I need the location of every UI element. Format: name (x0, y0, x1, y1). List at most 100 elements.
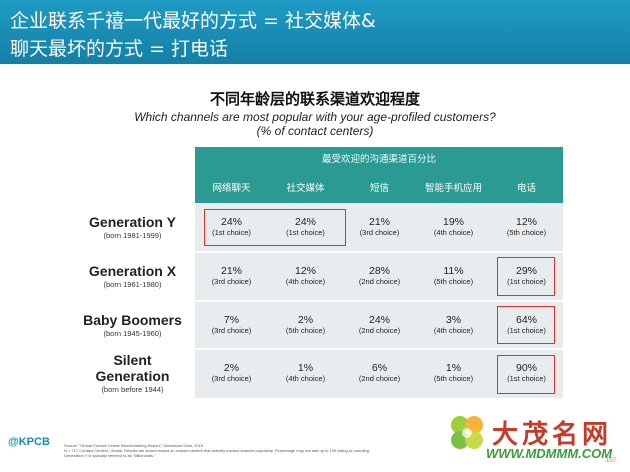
table-cell: 1% (4th choice) (269, 362, 342, 384)
cell-percent: 2% (297, 314, 314, 326)
table-header-band (195, 147, 563, 203)
cell-rank: (3rd choice) (359, 228, 400, 237)
table-cell: 28% (2nd choice) (343, 265, 416, 287)
cell-percent: 7% (223, 314, 240, 326)
cell-rank: (4th choice) (285, 374, 326, 383)
cell-rank: (1st choice) (507, 374, 546, 383)
cell-rank: (5th choice) (285, 326, 326, 335)
cell-percent: 6% (371, 362, 388, 374)
table-cell: 64% (1st choice) (490, 314, 563, 336)
cell-percent: 3% (445, 314, 462, 326)
table-cell: 24% (1st choice) (269, 216, 342, 238)
highlight-box-boomers-phone (497, 306, 555, 344)
row-label-boomers: Baby Boomers (born 1945-1960) (70, 312, 195, 338)
cell-percent: 1% (297, 362, 314, 374)
column-header-smartphone-app: 智能手机应用 (424, 183, 482, 194)
table-caption: 最受欢迎的沟通渠道百分比 (321, 154, 436, 165)
cell-percent: 29% (515, 265, 537, 277)
cell-percent: 12% (294, 265, 316, 277)
cell-rank: (4th choice) (433, 228, 474, 237)
row-label-gen-x: Generation X (born 1961-1980) (70, 263, 195, 289)
cell-percent: 28% (368, 265, 390, 277)
cell-rank: (4th choice) (433, 326, 474, 335)
source-line-2: N = 717 Contact Centers, Global. Results… (64, 448, 370, 453)
slide-header: 企业联系千禧一代最好的方式 = 社交媒体& 聊天最坏的方式 = 打电话 (0, 0, 630, 64)
generation-name: Generation Y (89, 214, 176, 230)
cell-rank: (2nd choice) (358, 374, 401, 383)
cell-rank: (5th choice) (433, 277, 474, 286)
page-number: 107 (606, 458, 617, 464)
subtitle-line-2: (% of contact centers) (256, 124, 374, 138)
cell-percent: 19% (442, 216, 464, 228)
watermark-url: WWW.MDMMM.COM (486, 446, 613, 461)
generation-born: (born before 1944) (101, 385, 164, 394)
highlight-box-silent-phone (497, 355, 555, 394)
cell-percent: 1% (445, 362, 462, 374)
table-cell: 29% (1st choice) (490, 265, 563, 287)
column-header-webchat: 网络聊天 (212, 183, 251, 194)
cell-rank: (1st choice) (507, 277, 546, 286)
column-header-sms: 短信 (369, 183, 389, 194)
table-cell: 90% (1st choice) (490, 362, 563, 384)
row-background-silent (195, 350, 563, 398)
table-cell: 1% (5th choice) (417, 362, 490, 384)
table-cell: 2% (3rd choice) (195, 362, 268, 384)
row-label-gen-y: Generation Y (born 1981-1999) (70, 214, 195, 240)
cell-rank: (2nd choice) (358, 326, 401, 335)
cell-rank: (3rd choice) (211, 326, 252, 335)
header-title-line-1: 企业联系千禧一代最好的方式 = 社交媒体& (10, 10, 376, 32)
cell-percent: 12% (515, 216, 537, 228)
table-cell: 24% (2nd choice) (343, 314, 416, 336)
row-background-boomers (195, 302, 563, 348)
generation-born: (born 1981-1999) (103, 231, 162, 240)
highlight-box-gen-x-phone (497, 257, 555, 296)
cell-rank: (1st choice) (507, 326, 546, 335)
kpcb-logo: @KPCB (8, 436, 50, 448)
table-cell: 12% (5th choice) (490, 216, 563, 238)
column-header-social-media: 社交媒体 (286, 183, 325, 194)
cell-rank: (1st choice) (286, 228, 325, 237)
cell-percent: 21% (220, 265, 242, 277)
table-cell: 21% (3rd choice) (195, 265, 268, 287)
table-cell: 24% (1st choice) (195, 216, 268, 238)
generation-name: Baby Boomers (83, 312, 182, 328)
header-title-line-2: 聊天最坏的方式 = 打电话 (10, 38, 228, 60)
table-cell: 19% (4th choice) (417, 216, 490, 238)
generation-name-line-2: Generation (95, 368, 170, 384)
source-line-1: Source: "Global Contact Center Benchmark… (64, 443, 205, 448)
generation-born: (born 1961-1980) (103, 280, 162, 289)
table-cell: 2% (5th choice) (269, 314, 342, 336)
subtitle-line-1: Which channels are most popular with you… (134, 110, 496, 124)
row-label-silent: Silent Generation (born before 1944) (70, 352, 195, 394)
watermark-text: 大茂名网 (492, 420, 613, 450)
cell-percent: 21% (368, 216, 390, 228)
highlight-box-gen-y-first-choice (204, 209, 346, 246)
table-cell: 12% (4th choice) (269, 265, 342, 287)
generation-name-line-1: Silent (113, 352, 152, 368)
cell-percent: 64% (515, 314, 537, 326)
cell-rank: (3rd choice) (211, 374, 252, 383)
generation-born: (born 1945-1960) (103, 329, 162, 338)
table-cell: 11% (5th choice) (417, 265, 490, 287)
cell-percent: 11% (443, 265, 464, 277)
cell-rank: (3rd choice) (211, 277, 252, 286)
cell-percent: 90% (515, 362, 537, 374)
table-cell: 7% (3rd choice) (195, 314, 268, 336)
row-background-gen-x (195, 253, 563, 300)
table-subtitle: Which channels are most popular with you… (0, 110, 630, 138)
cell-percent: 24% (368, 314, 390, 326)
cell-rank: (2nd choice) (358, 277, 401, 286)
cell-rank: (5th choice) (433, 374, 474, 383)
table-cell: 21% (3rd choice) (343, 216, 416, 238)
cell-percent: 24% (220, 216, 242, 228)
source-line-3: Generation Y is typically referred to as… (64, 453, 156, 458)
cell-percent: 24% (294, 216, 316, 228)
column-header-phone: 电话 (516, 183, 536, 194)
source-note: Source: "Global Contact Center Benchmark… (64, 443, 444, 458)
generation-name: Generation X (88, 263, 177, 279)
watermark-clover-icon (451, 416, 483, 449)
cell-rank: (4th choice) (285, 277, 326, 286)
cell-percent: 2% (223, 362, 240, 374)
table-cell: 3% (4th choice) (417, 314, 490, 336)
cell-rank: (5th choice) (506, 228, 547, 237)
